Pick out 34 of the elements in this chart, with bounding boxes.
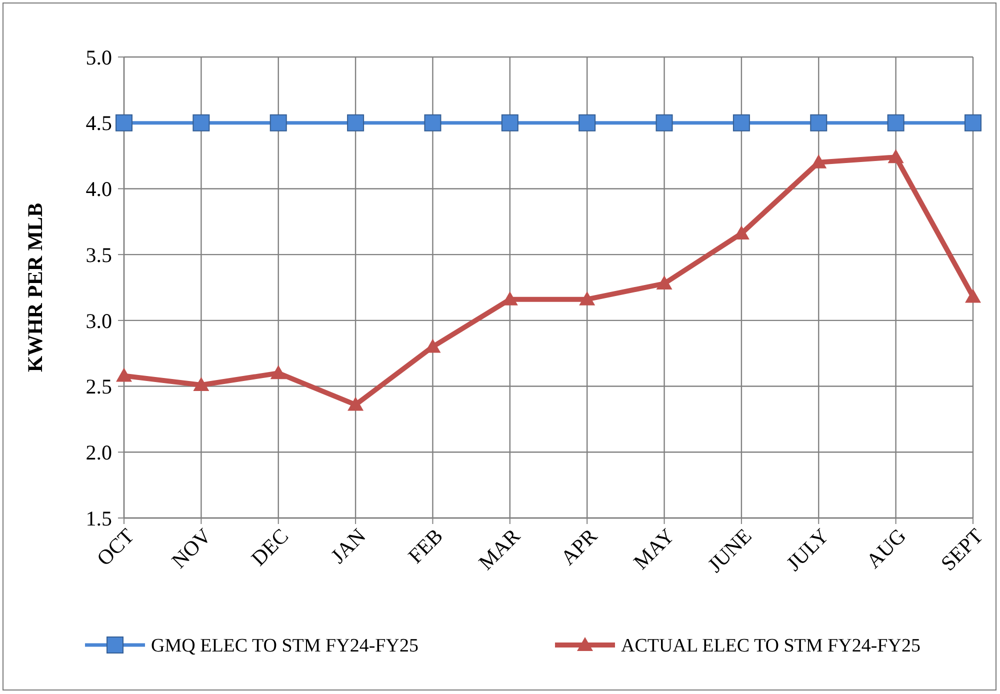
legend-label: ACTUAL ELEC TO STM FY24-FY25 bbox=[621, 636, 920, 657]
y-axis-title: KWHR PER MLB bbox=[23, 202, 47, 372]
point bbox=[964, 114, 982, 132]
point bbox=[193, 376, 210, 391]
point bbox=[656, 114, 673, 132]
point bbox=[270, 114, 287, 132]
point bbox=[270, 365, 286, 380]
y-tick-label: 3.5 bbox=[86, 242, 112, 267]
point bbox=[887, 114, 904, 132]
point bbox=[732, 114, 750, 132]
y-tick-label: 5.0 bbox=[86, 45, 112, 70]
point bbox=[810, 114, 828, 132]
y-tick-label: 4.0 bbox=[86, 177, 112, 202]
y-tick-label: 3.0 bbox=[86, 308, 112, 333]
y-tick-label: 1.5 bbox=[86, 506, 112, 530]
y-tick-label: 2.0 bbox=[86, 440, 112, 464]
point bbox=[348, 396, 364, 411]
x-tick-label: FEB bbox=[403, 524, 448, 568]
point bbox=[656, 276, 672, 290]
point bbox=[965, 288, 981, 303]
point bbox=[578, 114, 596, 132]
point bbox=[192, 114, 210, 132]
point bbox=[579, 291, 596, 306]
x-tick-label: APR bbox=[556, 524, 602, 570]
point bbox=[501, 114, 518, 132]
point bbox=[347, 114, 364, 132]
point bbox=[888, 149, 904, 164]
point bbox=[810, 154, 827, 168]
point bbox=[116, 368, 132, 382]
y-tick-label: 4.5 bbox=[86, 111, 112, 136]
y-tick-label: 2.5 bbox=[86, 374, 112, 399]
point bbox=[116, 114, 132, 132]
legend-label: GMQ ELEC TO STM FY24-FY25 bbox=[151, 636, 418, 657]
point bbox=[424, 114, 442, 132]
